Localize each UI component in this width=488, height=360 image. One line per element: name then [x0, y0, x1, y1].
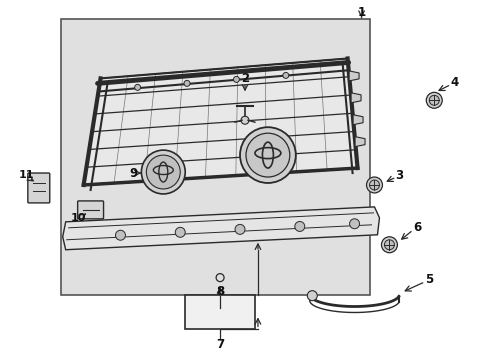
Circle shape	[134, 84, 141, 90]
Bar	[61, 19, 369, 294]
Polygon shape	[350, 93, 360, 103]
Circle shape	[366, 177, 382, 193]
Polygon shape	[352, 115, 362, 125]
Text: 11: 11	[19, 170, 35, 180]
FancyBboxPatch shape	[78, 201, 103, 219]
Circle shape	[369, 180, 379, 190]
Text: 2: 2	[241, 72, 248, 85]
Circle shape	[241, 116, 248, 124]
Circle shape	[384, 240, 394, 250]
Circle shape	[235, 224, 244, 234]
Circle shape	[306, 291, 317, 301]
Circle shape	[426, 92, 441, 108]
Circle shape	[294, 221, 304, 231]
Text: 4: 4	[449, 76, 457, 89]
Text: 3: 3	[394, 168, 403, 181]
Text: 10: 10	[71, 213, 86, 223]
Circle shape	[282, 72, 288, 78]
Text: 5: 5	[424, 273, 432, 286]
Circle shape	[183, 80, 190, 86]
Polygon shape	[348, 71, 358, 81]
Circle shape	[428, 95, 438, 105]
Text: 8: 8	[216, 285, 224, 298]
Circle shape	[245, 133, 289, 177]
Text: 7: 7	[216, 338, 224, 351]
Circle shape	[141, 150, 185, 194]
Polygon shape	[354, 137, 364, 147]
Circle shape	[349, 219, 359, 229]
Circle shape	[233, 76, 239, 82]
Circle shape	[115, 230, 125, 240]
Circle shape	[240, 127, 295, 183]
Polygon shape	[62, 207, 379, 250]
Text: 6: 6	[412, 221, 421, 234]
Polygon shape	[83, 58, 357, 185]
Circle shape	[381, 237, 397, 253]
Text: 9: 9	[129, 167, 137, 180]
Bar	[185, 294, 254, 329]
Text: 1: 1	[357, 6, 365, 19]
Circle shape	[175, 227, 185, 237]
Circle shape	[146, 155, 180, 189]
FancyBboxPatch shape	[28, 173, 50, 203]
